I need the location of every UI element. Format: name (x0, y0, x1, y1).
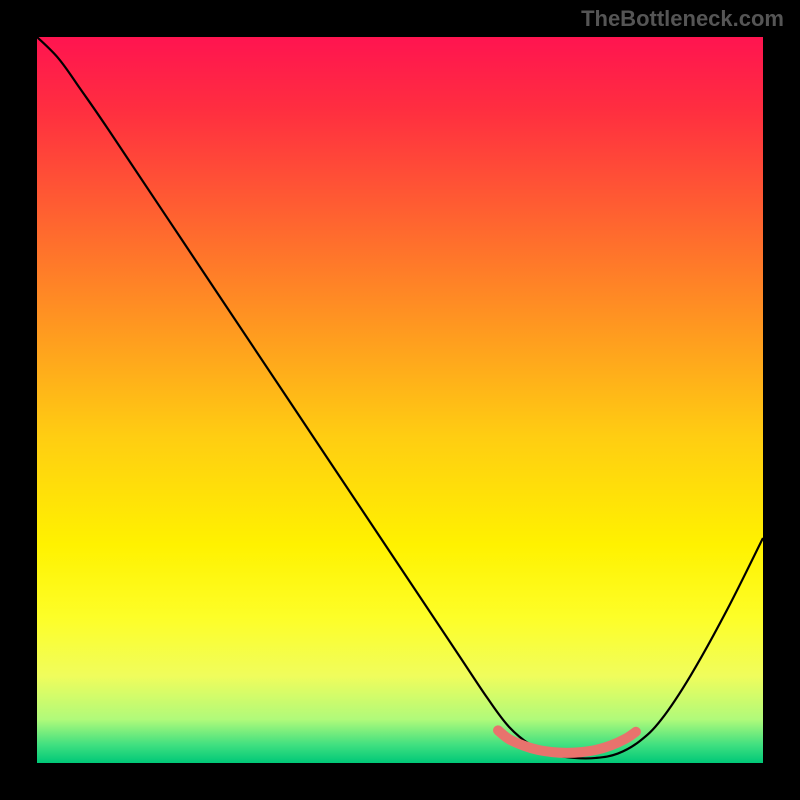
bottom-marker-band (498, 730, 636, 753)
curve-layer (37, 37, 763, 763)
main-curve (37, 37, 763, 758)
plot-area (37, 37, 763, 763)
chart-container: TheBottleneck.com (0, 0, 800, 800)
watermark-text: TheBottleneck.com (581, 6, 784, 32)
